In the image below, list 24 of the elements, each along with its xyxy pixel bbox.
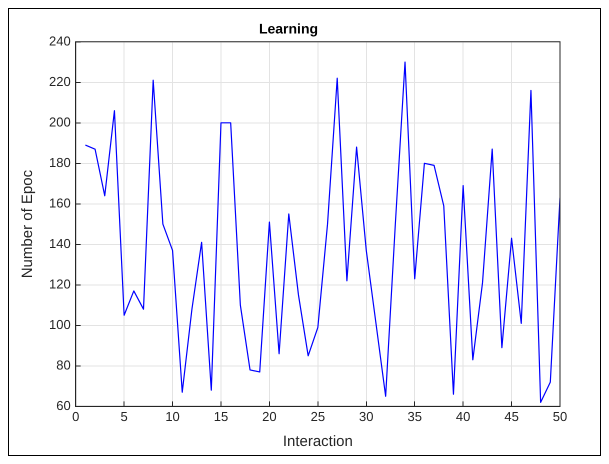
- y-tick-label: 60: [56, 398, 71, 413]
- y-tick-label: 120: [48, 276, 71, 292]
- y-tick-label: 100: [48, 316, 71, 332]
- y-tick-label: 200: [48, 114, 71, 130]
- x-tick-label: 30: [359, 408, 374, 424]
- y-tick-label: 180: [48, 154, 71, 170]
- x-tick-label: 10: [165, 408, 180, 424]
- y-tick-label: 140: [48, 236, 71, 251]
- x-tick-label: 20: [262, 408, 277, 424]
- x-tick-label: 50: [552, 408, 568, 424]
- x-tick-label: 40: [456, 408, 470, 424]
- x-tick-label: 15: [214, 408, 228, 424]
- y-tick-label: 240: [48, 33, 71, 48]
- y-tick-label: 220: [48, 74, 71, 89]
- y-tick-label: 80: [56, 357, 71, 372]
- x-tick-label: 25: [310, 408, 326, 424]
- x-axis-title: Interaction: [282, 433, 353, 450]
- x-tick-label: 35: [407, 408, 422, 424]
- x-tick-label: 45: [504, 408, 519, 424]
- x-tick-label: 5: [120, 408, 128, 424]
- chart-title: Learning: [258, 20, 318, 36]
- y-tick-label: 160: [48, 195, 71, 210]
- x-tick-label: 0: [72, 408, 80, 424]
- y-axis-title: Number of Epoc: [19, 169, 36, 278]
